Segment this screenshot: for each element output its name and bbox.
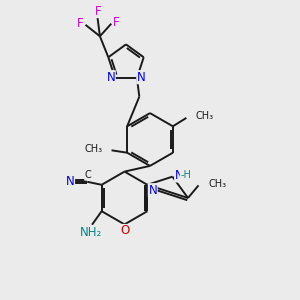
Text: N: N bbox=[66, 175, 74, 188]
Text: F: F bbox=[95, 4, 101, 18]
Text: -H: -H bbox=[180, 170, 191, 180]
Text: CH₃: CH₃ bbox=[208, 179, 226, 189]
Text: CH₃: CH₃ bbox=[84, 144, 103, 154]
Text: C: C bbox=[85, 170, 92, 180]
Text: F: F bbox=[77, 17, 84, 31]
Text: NH₂: NH₂ bbox=[80, 226, 102, 239]
Text: CH₃: CH₃ bbox=[196, 111, 214, 122]
Text: N: N bbox=[106, 70, 115, 84]
Text: O: O bbox=[121, 224, 130, 238]
Text: N: N bbox=[137, 70, 146, 84]
Text: N: N bbox=[148, 184, 157, 197]
Text: F: F bbox=[113, 16, 120, 29]
Text: N: N bbox=[175, 169, 183, 182]
